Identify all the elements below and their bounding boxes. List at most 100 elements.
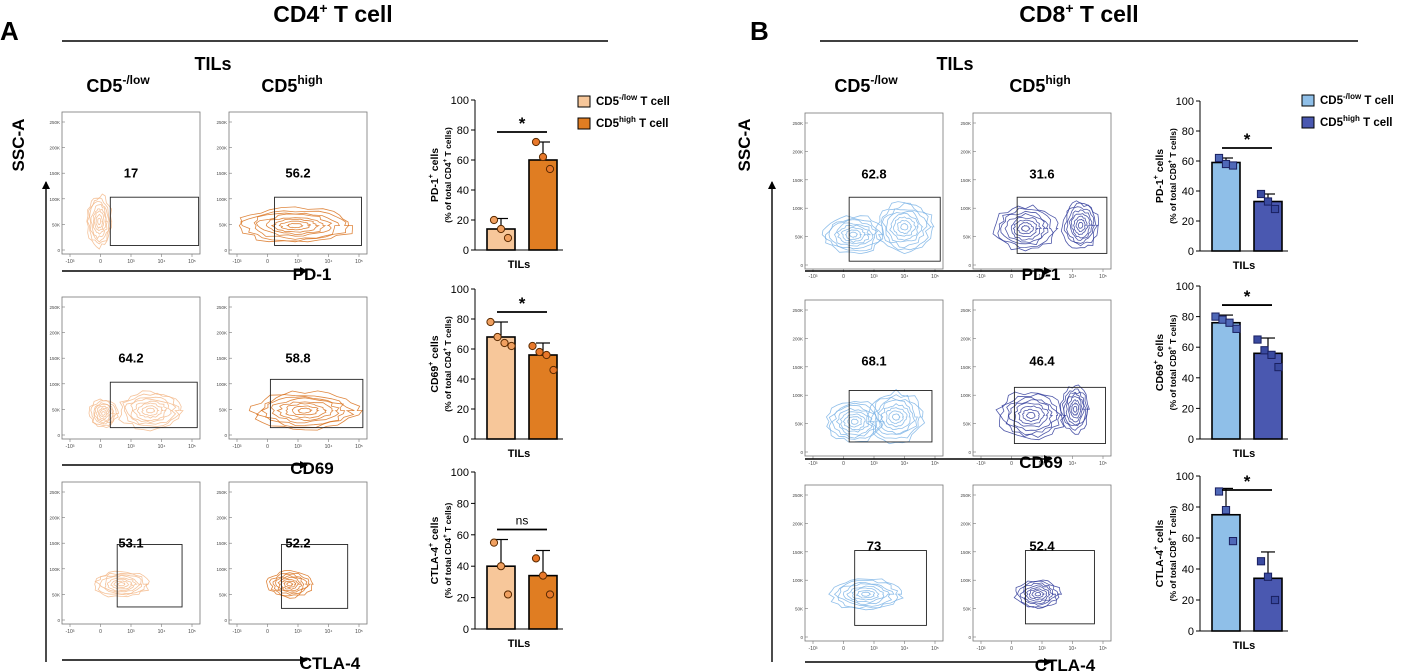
- bar-y-tick-label: 20: [457, 215, 469, 227]
- contour-line: [98, 407, 110, 420]
- flow-y-tick-label: 150K: [960, 178, 971, 183]
- bar: [1211, 513, 1241, 632]
- bar-y-label-sub-sup: +: [443, 158, 449, 162]
- column-header-low: CD5-/low: [834, 73, 898, 96]
- contour-line: [833, 579, 899, 610]
- bar-y-label-main: CTLA-4+ cells: [1153, 519, 1166, 587]
- contour-line: [255, 394, 355, 428]
- bar: [486, 336, 516, 440]
- data-point: [486, 317, 495, 327]
- flow-y-tick-label: 0: [800, 450, 803, 455]
- flow-x-tick-label: 10³: [294, 444, 302, 450]
- marker-axis-label: CTLA-4: [1035, 656, 1096, 671]
- contour-line: [839, 411, 870, 433]
- contour-line: [253, 212, 341, 240]
- legend-sup: high: [1343, 114, 1360, 123]
- flow-x-tick-label: -10³: [809, 274, 818, 280]
- bar-y-label-sub: (% of total CD4+ T cells): [443, 127, 453, 223]
- contour-line: [277, 576, 302, 592]
- flow-x-tick-label: 10⁴: [158, 629, 166, 635]
- contour-line: [271, 397, 340, 424]
- flow-x-tick-label: 10⁴: [1069, 274, 1077, 280]
- flow-plot-low: 0 50K 100K 150K 200K 250K -10³ 0 10³ 10⁴ 10⁵ 68.1: [792, 299, 944, 467]
- bar-y-label-sub-sup: +: [1168, 159, 1174, 163]
- contour-line: [1028, 588, 1048, 600]
- legend-sup: -/low: [619, 93, 638, 102]
- contour-line: [1012, 219, 1040, 238]
- flow-y-tick-label: 250K: [960, 493, 971, 498]
- flow-y-tick-label: 50K: [963, 235, 971, 240]
- gate-box: [1024, 550, 1095, 625]
- bar-y-tick-label: 80: [1182, 312, 1194, 324]
- flow-y-tick-label: 50K: [795, 422, 803, 427]
- contour-line: [269, 572, 311, 597]
- contour-line: [104, 574, 142, 593]
- flow-y-tick-label: 250K: [216, 120, 227, 125]
- flow-x-tick-label: 10³: [294, 629, 302, 635]
- flow-y-tick-label: 0: [57, 248, 60, 253]
- contour-line: [240, 210, 350, 243]
- contour-line: [1000, 210, 1049, 246]
- flow-y-tick-label: 0: [57, 618, 60, 623]
- contour-line: [86, 193, 113, 250]
- flow-y-tick-label: 50K: [52, 407, 60, 412]
- flow-x-tick-label: 10⁴: [158, 259, 166, 265]
- contour-line: [888, 410, 905, 425]
- contour-line: [297, 407, 313, 414]
- contour-line: [1060, 200, 1100, 249]
- flow-y-tick-label: 50K: [219, 592, 227, 597]
- flow-y-tick-label: 200K: [792, 336, 803, 341]
- flow-plot-high: 0 50K 100K 150K 200K 250K -10³ 0 10³ 10⁴ 10⁵ 58.8: [216, 296, 368, 450]
- flow-y-tick-label: 250K: [792, 493, 803, 498]
- flow-x-tick-label: -10³: [977, 274, 986, 280]
- data-point: [542, 350, 551, 360]
- bar-y-tick-label: 20: [1182, 403, 1194, 415]
- contour-line: [834, 222, 874, 247]
- flow-x-tick-label: 10⁵: [1099, 274, 1107, 280]
- data-point: [545, 590, 555, 599]
- contour-line: [276, 401, 334, 422]
- flow-plot-frame: [804, 299, 944, 457]
- bar-y-label-main: CD69+ cells: [428, 335, 441, 392]
- contour-line: [1063, 202, 1099, 247]
- flow-y-tick-label: 50K: [219, 407, 227, 412]
- column-header-sup: high: [297, 73, 322, 87]
- contour-line: [1075, 218, 1086, 233]
- flow-x-tick-label: 10⁴: [325, 259, 333, 265]
- contour-line: [291, 405, 320, 416]
- flow-y-tick-label: 100K: [960, 393, 971, 398]
- flow-plot-frame: [228, 111, 368, 255]
- bar-y-tick-label: 40: [457, 374, 469, 386]
- flow-x-tick-label: -10³: [66, 259, 75, 265]
- bar-y-label-main: PD-1+ cells: [428, 148, 441, 202]
- flow-y-tick-label: 100K: [49, 197, 60, 202]
- contour-line: [255, 213, 333, 237]
- contour-line: [875, 201, 935, 255]
- flow-x-tick-label: 10³: [127, 629, 135, 635]
- flow-plot-frame: [972, 112, 1112, 270]
- gate-percentage: 53.1: [118, 535, 143, 550]
- contour-line: [881, 208, 928, 249]
- flow-y-tick-label: 200K: [216, 331, 227, 336]
- contour-line: [1013, 402, 1049, 428]
- data-point: [503, 233, 513, 243]
- data-point: [507, 341, 516, 351]
- column-header-sup: high: [1045, 73, 1070, 87]
- contour-line: [116, 582, 126, 587]
- flow-y-tick-label: 150K: [960, 550, 971, 555]
- gate-percentage: 56.2: [285, 165, 310, 180]
- flow-x-tick-label: 0: [842, 274, 845, 280]
- flow-x-tick-label: -10³: [233, 444, 242, 450]
- contour-line: [851, 587, 880, 601]
- flow-y-tick-label: 0: [800, 635, 803, 640]
- significance-label: *: [519, 294, 526, 313]
- contour-line: [1023, 584, 1055, 604]
- bar-y-label-main: CTLA-4+ cells: [428, 516, 441, 584]
- flow-y-tick-label: 250K: [216, 490, 227, 495]
- bar-y-label-main: PD-1+ cells: [1153, 149, 1166, 203]
- gate-box: [109, 381, 198, 429]
- column-header-main: CD5: [261, 76, 297, 96]
- legend-rest: T cell: [637, 96, 670, 108]
- bar-y-label-cells: cells: [429, 335, 441, 361]
